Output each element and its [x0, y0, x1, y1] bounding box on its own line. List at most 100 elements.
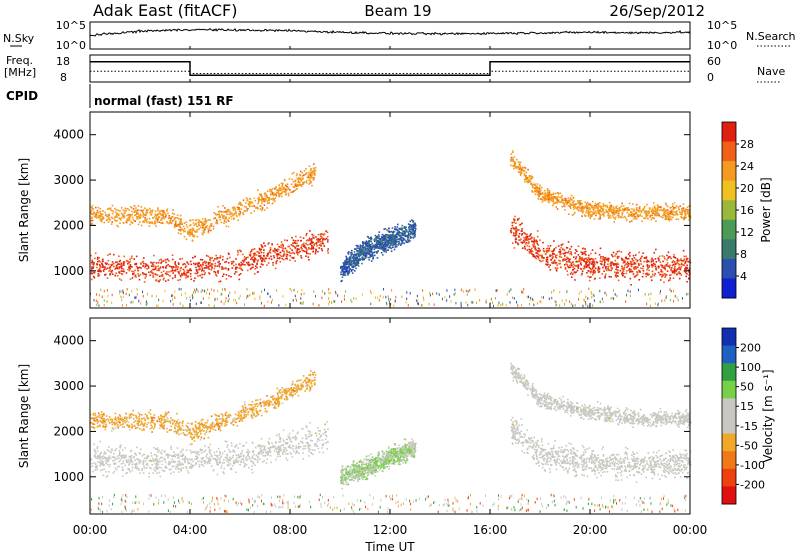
heatmap-cell [637, 288, 639, 292]
heatmap-cell [538, 250, 540, 253]
heatmap-cell [254, 258, 256, 260]
heatmap-cell [311, 244, 313, 247]
heatmap-cell [581, 203, 583, 205]
heatmap-cell [382, 249, 385, 251]
heatmap-cell [359, 247, 362, 249]
heatmap-cell [258, 199, 260, 202]
heatmap-cell [231, 267, 234, 269]
heatmap-cell [92, 208, 95, 210]
heatmap-cell [90, 292, 92, 296]
heatmap-cell [676, 273, 678, 276]
heatmap-cell [166, 221, 168, 224]
heatmap-cell [101, 263, 104, 266]
heatmap-cell [290, 183, 293, 186]
heatmap-cell [360, 251, 363, 254]
heatmap-cell [569, 197, 572, 199]
colorbar-tick-label: 8 [740, 248, 747, 261]
heatmap-cell [564, 255, 566, 257]
heatmap-cell [682, 203, 685, 205]
heatmap-cell [160, 214, 163, 216]
heatmap-cell [382, 254, 384, 256]
heatmap-cell [246, 199, 249, 202]
heatmap-cell [534, 246, 537, 248]
heatmap-cell [136, 210, 138, 212]
heatmap-cell [347, 274, 349, 276]
heatmap-cell [358, 247, 360, 250]
heatmap-cell [197, 262, 200, 264]
heatmap-cell [128, 219, 131, 221]
heatmap-cell [538, 191, 540, 193]
heatmap-cell [645, 275, 647, 278]
heatmap-cell [286, 188, 288, 191]
heatmap-cell [612, 251, 615, 254]
heatmap-cell [351, 259, 353, 262]
heatmap-cell [283, 190, 286, 193]
heatmap-cell [526, 235, 529, 238]
heatmap-cell [610, 216, 612, 219]
heatmap-cell [176, 266, 178, 268]
heatmap-cell [223, 267, 225, 270]
heatmap-cell [193, 224, 195, 227]
heatmap-cell [353, 251, 356, 253]
heatmap-cell [599, 257, 602, 260]
heatmap-cell [551, 261, 554, 264]
heatmap-cell [520, 241, 523, 244]
heatmap-cell [294, 246, 296, 249]
heatmap-cell [92, 263, 95, 266]
heatmap-cell [638, 207, 641, 209]
heatmap-cell [235, 214, 238, 217]
heatmap-cell [371, 247, 374, 249]
heatmap-cell [202, 218, 204, 220]
heatmap-cell [341, 276, 344, 278]
heatmap-cell [367, 248, 370, 250]
heatmap-cell [533, 240, 536, 243]
nsearch-tick-top: 10^5 [707, 19, 737, 32]
heatmap-cell [346, 267, 349, 270]
heatmap-cell [104, 214, 107, 216]
heatmap-cell [295, 185, 298, 188]
heatmap-cell [604, 276, 606, 279]
heatmap-cell [666, 205, 669, 208]
heatmap-cell [530, 183, 533, 185]
heatmap-cell [101, 258, 104, 261]
heatmap-cell [315, 236, 317, 238]
heatmap-cell [344, 294, 346, 298]
heatmap-cell [379, 243, 381, 246]
heatmap-cell [168, 221, 171, 224]
heatmap-cell [196, 271, 199, 274]
heatmap-cell [121, 290, 123, 293]
heatmap-cell [291, 249, 293, 251]
heatmap-cell [144, 216, 146, 219]
heatmap-cell [344, 262, 347, 264]
heatmap-cell [159, 266, 162, 269]
heatmap-cell [150, 271, 152, 273]
heatmap-cell [114, 274, 116, 277]
heatmap-cell [96, 263, 99, 266]
heatmap-cell [673, 270, 676, 272]
heatmap-cell [235, 258, 237, 260]
heatmap-cell [259, 295, 261, 299]
heatmap-cell [610, 267, 613, 269]
heatmap-cell [644, 257, 646, 259]
heatmap-cell [587, 203, 590, 206]
heatmap-cell [172, 209, 174, 211]
heatmap-cell [577, 209, 580, 212]
heatmap-cell [187, 271, 190, 274]
heatmap-cell [184, 227, 186, 230]
heatmap-cell [597, 205, 599, 208]
heatmap-cell [366, 247, 368, 250]
heatmap-cell [569, 258, 571, 260]
heatmap-cell [281, 249, 284, 252]
heatmap-cell [253, 272, 256, 275]
heatmap-cell [663, 256, 666, 258]
heatmap-cell [401, 227, 404, 230]
heatmap-cell [210, 223, 213, 225]
heatmap-cell [118, 217, 120, 220]
heatmap-cell [395, 244, 397, 246]
heatmap-cell [368, 239, 370, 242]
heatmap-cell [529, 252, 532, 254]
heatmap-cell [575, 203, 578, 205]
heatmap-cell [581, 253, 584, 256]
heatmap-cell [586, 201, 589, 204]
heatmap-cell [213, 217, 215, 220]
